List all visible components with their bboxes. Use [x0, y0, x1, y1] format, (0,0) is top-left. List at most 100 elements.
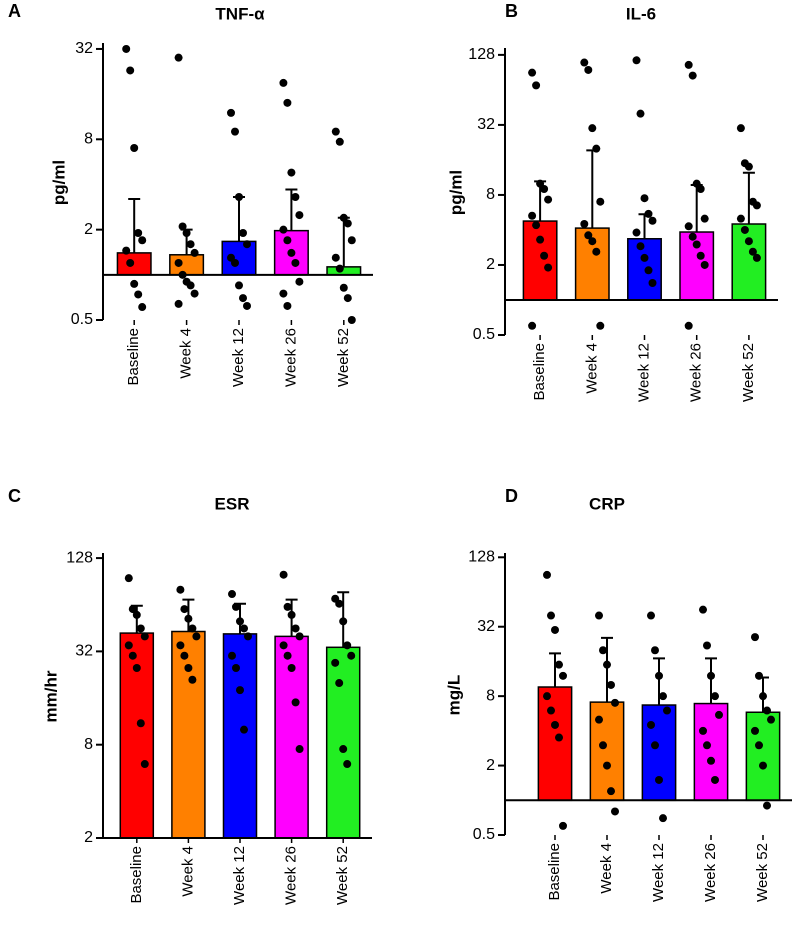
data-point — [611, 698, 619, 707]
data-point — [343, 219, 352, 228]
data-point — [663, 706, 671, 715]
data-point — [644, 209, 653, 218]
error-bar — [549, 652, 561, 688]
data-point — [136, 624, 145, 633]
data-point — [343, 760, 352, 769]
data-point — [283, 236, 292, 245]
data-point — [547, 611, 555, 620]
data-point — [335, 137, 344, 146]
y-axis-label: mm/hr — [41, 670, 60, 722]
data-point — [696, 251, 705, 260]
y-tick-label: 8 — [486, 186, 495, 203]
data-point — [291, 698, 300, 707]
data-point — [130, 144, 139, 153]
panel-label: D — [505, 486, 518, 506]
data-point — [759, 692, 767, 701]
data-point — [648, 278, 657, 287]
data-point — [295, 211, 304, 220]
data-point — [580, 58, 589, 67]
data-point — [295, 632, 304, 641]
panel-label: C — [8, 486, 21, 506]
error-bar — [653, 657, 665, 706]
y-tick-label: 128 — [468, 46, 495, 63]
panel-label: B — [505, 1, 518, 21]
y-tick-label: 2 — [84, 221, 93, 238]
data-point — [700, 260, 709, 269]
data-point — [711, 692, 719, 701]
data-point — [279, 78, 288, 87]
data-point — [763, 706, 771, 715]
bar — [731, 223, 767, 301]
data-point — [122, 44, 131, 53]
data-point — [715, 710, 723, 719]
data-point — [640, 253, 649, 262]
data-point — [339, 213, 348, 222]
x-tick-label: Week 26 — [283, 846, 300, 905]
data-point — [584, 65, 593, 74]
y-tick-label: 32 — [75, 40, 93, 57]
data-point — [331, 658, 340, 667]
data-point — [174, 258, 183, 267]
data-point — [176, 585, 185, 594]
data-point — [528, 321, 537, 330]
data-point — [684, 60, 693, 69]
data-point — [130, 279, 139, 288]
x-tick-label: Week 52 — [335, 328, 352, 387]
y-tick-label: 128 — [66, 549, 93, 566]
data-point — [283, 651, 292, 660]
data-point — [180, 605, 189, 614]
data-point — [339, 617, 348, 626]
data-point — [279, 225, 288, 234]
y-tick-label: 8 — [486, 687, 495, 704]
data-point — [555, 733, 563, 742]
data-point — [283, 98, 292, 107]
data-point — [331, 127, 340, 136]
data-point — [347, 316, 356, 324]
data-point — [744, 162, 753, 171]
data-point — [684, 222, 693, 231]
data-point — [699, 726, 707, 735]
x-tick-label: Week 52 — [740, 343, 757, 402]
bar — [589, 701, 625, 802]
x-tick-label: Week 12 — [635, 343, 652, 402]
data-point — [692, 240, 701, 249]
data-point — [763, 801, 771, 810]
data-point — [347, 236, 356, 245]
data-point — [707, 671, 715, 680]
data-point — [755, 671, 763, 680]
data-point — [751, 633, 759, 642]
chart-title: TNF-α — [215, 4, 265, 23]
data-point — [543, 570, 551, 579]
data-point — [632, 56, 641, 65]
data-point — [699, 605, 707, 614]
data-point — [603, 761, 611, 770]
data-point — [136, 719, 145, 728]
data-point — [188, 624, 197, 633]
data-point — [540, 251, 549, 260]
data-point — [232, 664, 240, 673]
data-point — [335, 264, 344, 273]
y-tick-label: 32 — [477, 116, 495, 133]
data-point — [547, 706, 555, 715]
error-bar — [638, 213, 651, 239]
x-tick-label: Week 12 — [650, 843, 667, 902]
data-point — [236, 686, 244, 695]
x-tick-label: Week 4 — [583, 343, 600, 394]
bar — [537, 686, 573, 802]
data-point — [544, 195, 553, 204]
bar — [169, 254, 205, 276]
y-tick-label: 32 — [75, 643, 93, 660]
y-tick-label: 128 — [468, 549, 495, 566]
data-point — [140, 760, 149, 769]
data-point — [239, 228, 247, 237]
bar — [627, 238, 662, 301]
data-point — [551, 625, 559, 634]
x-tick-label: Week 4 — [178, 328, 195, 379]
data-point — [132, 664, 141, 673]
data-point — [283, 602, 292, 611]
data-point — [295, 745, 304, 754]
data-point — [243, 301, 251, 310]
data-point — [174, 299, 183, 308]
chart-title: ESR — [215, 494, 250, 513]
